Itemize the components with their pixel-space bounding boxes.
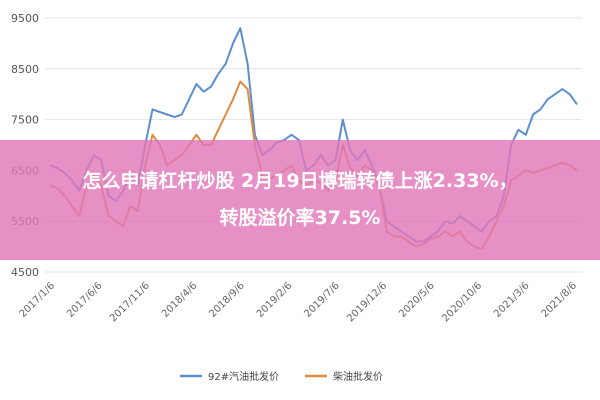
- y-tick-label: 4500: [11, 266, 39, 279]
- x-tick-label: 2021/3/6: [492, 280, 532, 320]
- headline-line-2: 转股溢价率37.5%: [219, 207, 381, 229]
- x-tick-label: 2017/6/6: [65, 280, 105, 320]
- headline-text: 怎么申请杠杆炒股 2月19日博瑞转债上涨2.33%， 转股溢价率37.5%: [0, 163, 600, 237]
- y-tick-label: 8500: [11, 63, 39, 76]
- x-tick-label: 2020/10/6: [440, 280, 484, 324]
- x-tick-label: 2017/1/6: [18, 280, 58, 320]
- legend-label: 柴油批发价: [333, 370, 383, 383]
- headline-banner: [0, 140, 600, 260]
- legend: 92#汽油批发价 柴油批发价: [180, 370, 383, 383]
- x-tick-label: 2021/8/6: [540, 280, 580, 320]
- legend-label: 92#汽油批发价: [208, 370, 279, 383]
- x-tick-label: 2020/5/6: [397, 280, 437, 320]
- x-tick-label: 2018/9/6: [207, 280, 247, 320]
- y-tick-label: 9500: [11, 12, 39, 25]
- x-tick-label: 2017/11/6: [108, 280, 152, 324]
- x-tick-label: 2019/7/6: [302, 280, 342, 320]
- x-tick-label: 2019/12/6: [345, 280, 389, 324]
- headline-line-1: 怎么申请杠杆炒股 2月19日博瑞转债上涨2.33%，: [82, 170, 518, 192]
- x-tick-label: 2019/2/6: [255, 280, 295, 320]
- y-tick-label: 7500: [11, 114, 39, 127]
- x-tick-label: 2018/4/6: [160, 280, 200, 320]
- x-axis-ticks: 2017/1/6 2017/6/6 2017/11/6 2018/4/6 2018/9/…: [18, 280, 580, 324]
